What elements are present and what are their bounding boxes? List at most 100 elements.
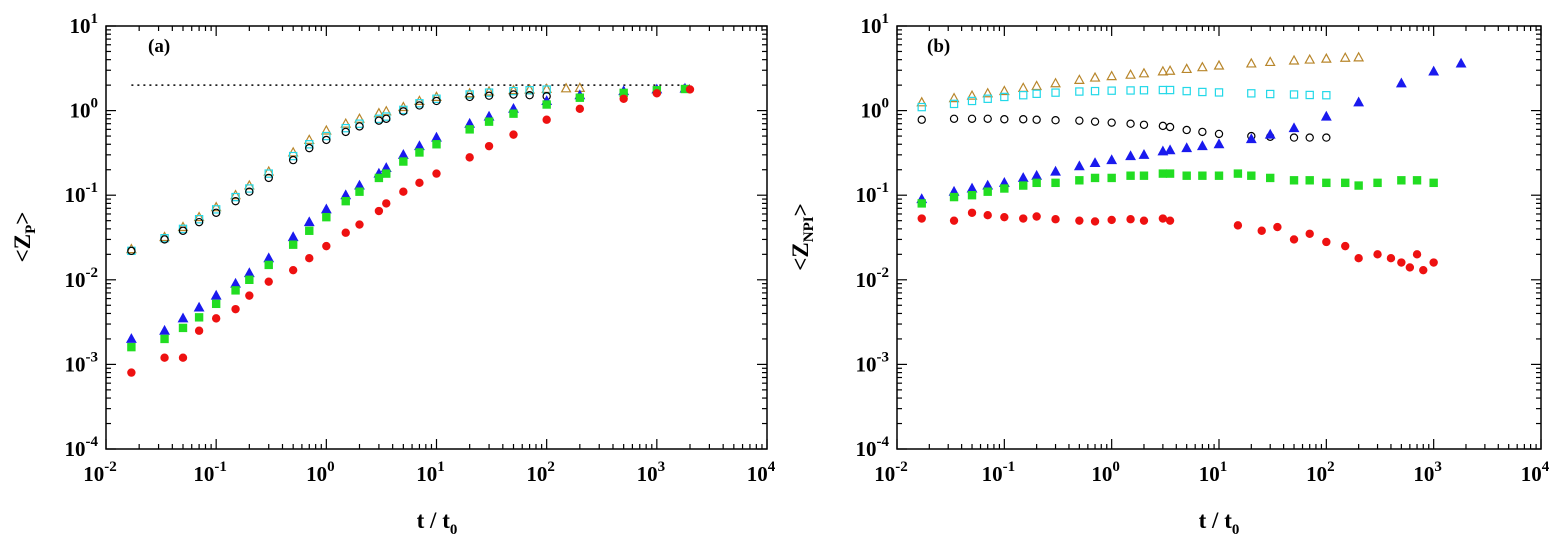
data-point — [1288, 122, 1300, 133]
y-tick-label: 10-4 — [856, 434, 890, 461]
series-cyan-open-square — [127, 85, 551, 256]
data-point — [1354, 181, 1363, 190]
data-point — [1139, 171, 1149, 180]
data-point — [432, 94, 441, 103]
data-point — [967, 208, 977, 217]
data-point — [1139, 120, 1149, 129]
data-point — [685, 85, 695, 94]
data-point — [998, 85, 1010, 96]
x-axis-label-a: t / t0 — [417, 508, 458, 538]
data-point — [355, 119, 364, 128]
data-point — [1289, 90, 1299, 99]
data-point — [1405, 263, 1415, 272]
data-point — [967, 191, 977, 200]
data-point — [1247, 89, 1256, 98]
x-tick-label: 10-2 — [83, 459, 117, 486]
data-point — [525, 86, 534, 95]
data-point — [1107, 118, 1116, 127]
data-point — [1050, 165, 1061, 176]
data-marks-b — [916, 51, 1467, 275]
data-point — [542, 100, 551, 109]
y-tick-label: 10-4 — [65, 434, 99, 461]
y-tick-label: 10-3 — [856, 349, 890, 376]
y-tick-label: 100 — [861, 96, 890, 123]
data-point — [1289, 133, 1299, 142]
data-point — [1264, 128, 1276, 139]
data-point — [414, 95, 425, 105]
data-point — [1304, 53, 1316, 64]
data-point — [230, 189, 241, 200]
data-point — [1158, 169, 1168, 178]
data-point — [1196, 61, 1208, 72]
data-point — [382, 199, 391, 208]
data-point — [1305, 176, 1314, 185]
data-point — [1353, 51, 1365, 62]
data-point — [1073, 160, 1085, 171]
data-point — [1158, 214, 1168, 223]
data-point — [1158, 85, 1168, 95]
data-point — [374, 173, 384, 183]
data-point — [1198, 87, 1207, 97]
data-point — [465, 92, 474, 102]
data-point — [1000, 115, 1009, 124]
data-point — [374, 206, 384, 216]
axis-ticks-a: 10-2 10-1 100 101 102 103 104 10-4 10-3 10-2 10-1 1… — [65, 11, 776, 486]
data-point — [1165, 216, 1175, 225]
data-point — [160, 334, 169, 344]
data-point — [1198, 127, 1207, 137]
x-tick-label: 102 — [1306, 459, 1335, 486]
data-point — [125, 333, 137, 343]
data-point — [1090, 86, 1100, 96]
data-point — [1158, 121, 1168, 131]
y-tick-label: 10-3 — [65, 349, 99, 376]
data-point — [264, 277, 273, 286]
data-point — [263, 165, 275, 176]
data-point — [575, 104, 585, 114]
y-tick-label: 10-1 — [856, 180, 890, 207]
data-point — [1429, 258, 1438, 267]
data-point — [465, 125, 474, 134]
data-point — [1266, 173, 1275, 183]
data-point — [509, 90, 518, 99]
data-point — [509, 109, 518, 118]
data-point — [1019, 214, 1028, 223]
data-point — [264, 173, 273, 183]
data-point — [1322, 237, 1331, 247]
data-point — [1165, 169, 1175, 178]
data-point — [354, 112, 365, 123]
data-point — [1031, 169, 1043, 180]
data-point — [1126, 119, 1135, 128]
data-point — [949, 216, 959, 225]
data-point — [1233, 221, 1243, 230]
data-point — [303, 216, 315, 227]
data-point — [525, 91, 534, 100]
y-axis-label-a: <ZP> — [10, 212, 39, 263]
data-point — [322, 135, 331, 145]
data-point — [1233, 169, 1243, 178]
plot-area-a — [105, 25, 768, 450]
data-point — [1157, 65, 1169, 76]
data-point — [340, 117, 352, 128]
data-point — [177, 312, 189, 323]
data-point — [1019, 91, 1028, 100]
data-point — [127, 246, 136, 256]
x-tick-label: 104 — [747, 459, 776, 486]
data-point — [322, 212, 331, 222]
data-point — [305, 254, 314, 263]
data-point — [1386, 254, 1396, 263]
data-point — [1305, 90, 1314, 100]
data-point — [1339, 52, 1351, 62]
data-point — [1032, 115, 1041, 124]
data-point — [1341, 241, 1350, 251]
x-tick-label: 103 — [637, 459, 666, 486]
data-point — [949, 99, 959, 109]
data-point — [916, 96, 928, 107]
data-point — [1000, 184, 1009, 193]
x-tick-label: 104 — [1521, 459, 1550, 486]
data-point — [1289, 235, 1299, 244]
data-point — [1266, 89, 1275, 99]
y-tick-label: 101 — [70, 11, 99, 38]
data-point — [1126, 171, 1135, 180]
data-point — [320, 124, 332, 135]
data-point — [917, 214, 926, 223]
